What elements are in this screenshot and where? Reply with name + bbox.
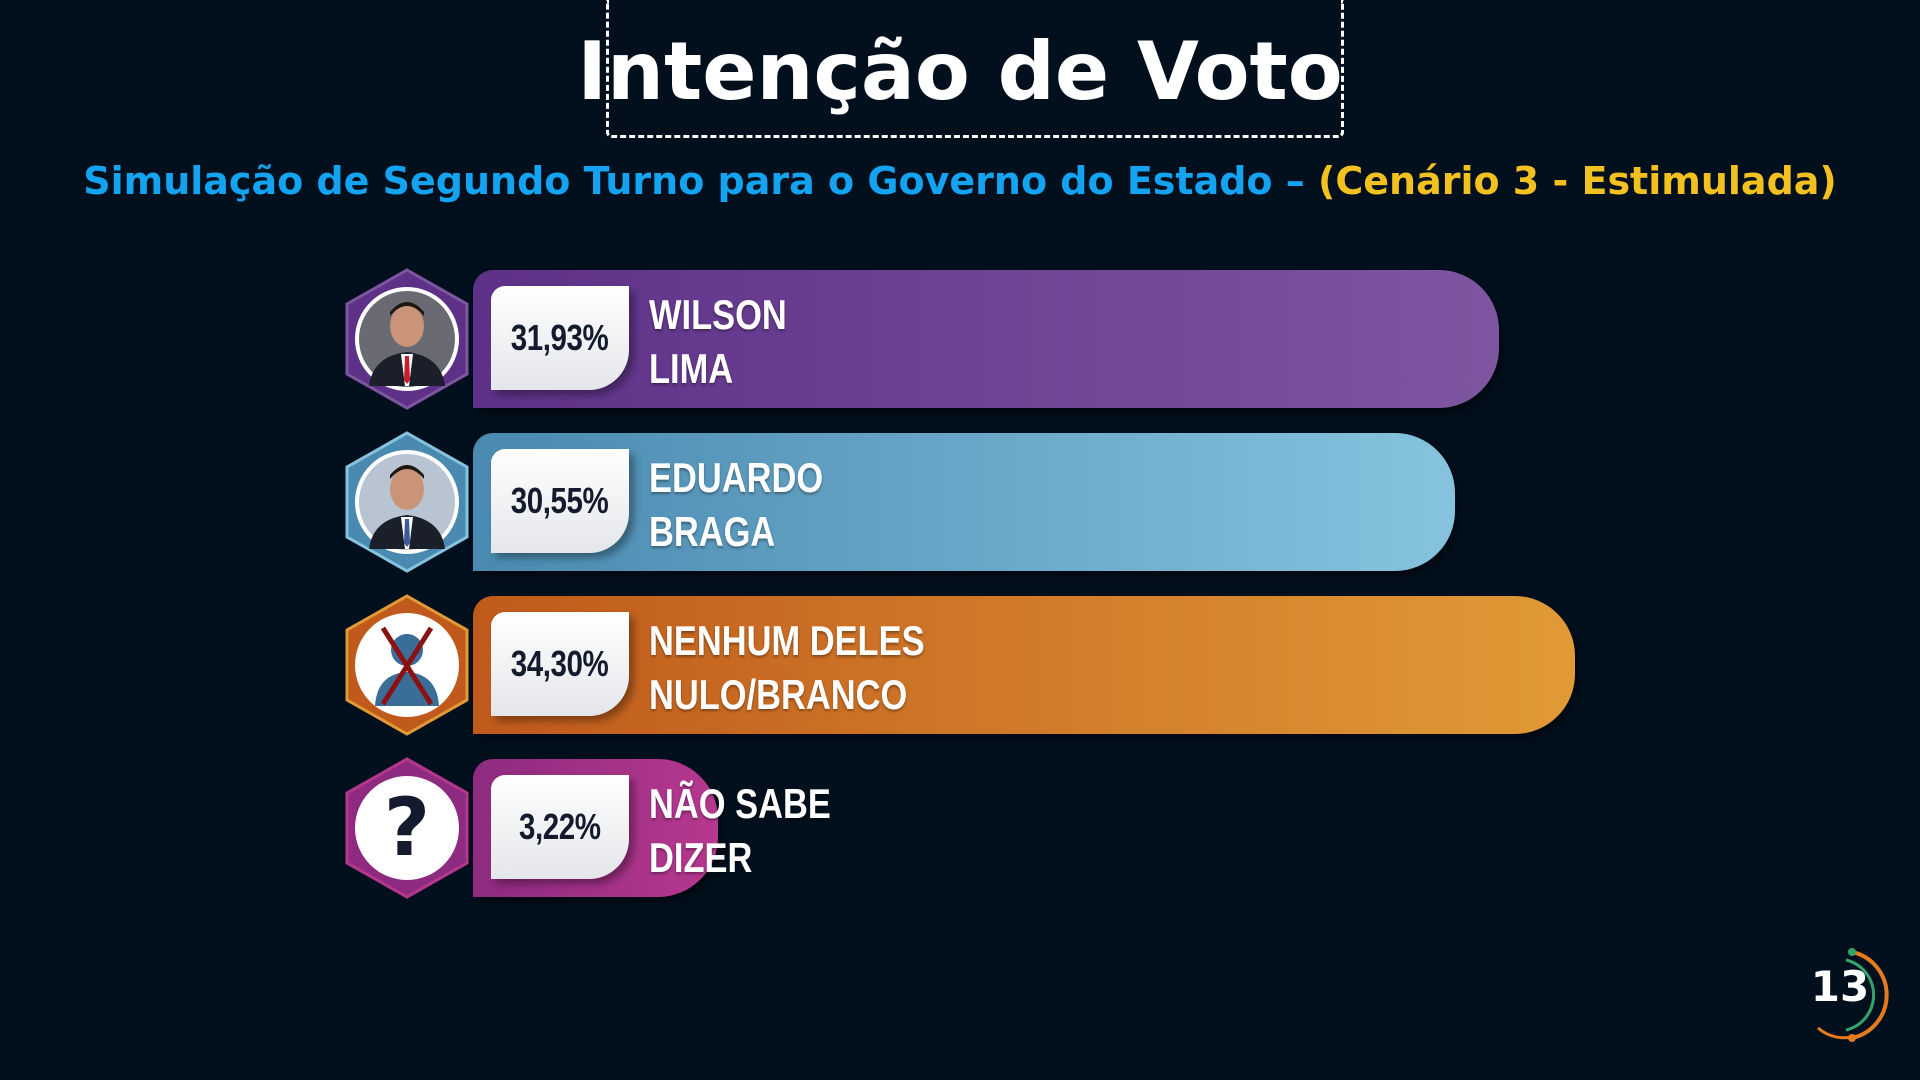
category-label: WILSON LIMA [649, 288, 787, 396]
title-frame [606, 0, 1344, 138]
data-label: 3,22% [519, 806, 601, 847]
category-label-line1: WILSON [649, 291, 787, 338]
bar-row: 31,93% WILSON LIMA [343, 268, 1643, 410]
crossed-person-icon [343, 594, 471, 736]
candidate-photo-icon [343, 268, 471, 410]
category-label: NENHUM DELES NULO/BRANCO [649, 614, 925, 722]
bar [473, 433, 1455, 571]
value-badge: 31,93% [491, 286, 629, 390]
category-label-line2: BRAGA [649, 508, 776, 555]
data-label: 34,30% [511, 643, 609, 684]
value-badge: 34,30% [491, 612, 629, 716]
value-badge: 3,22% [491, 775, 629, 879]
bar [473, 270, 1499, 408]
category-label: EDUARDO BRAGA [649, 451, 823, 559]
category-label-line1: NENHUM DELES [649, 617, 925, 664]
svg-text:?: ? [384, 781, 430, 874]
category-label: NÃO SABE DIZER [649, 777, 831, 885]
page-title: Intenção de Voto [577, 25, 1343, 118]
logo-badge: 13 [1800, 940, 1890, 1050]
candidate-photo-icon [343, 431, 471, 573]
value-badge: 30,55% [491, 449, 629, 553]
category-label-line2: LIMA [649, 345, 734, 392]
data-label: 30,55% [511, 480, 609, 521]
logo-number: 13 [1810, 962, 1870, 1011]
category-label-line1: NÃO SABE [649, 780, 831, 827]
subtitle-scenario: (Cenário 3 - Estimulada) [1317, 159, 1837, 203]
bar-row: 30,55% EDUARDO BRAGA [343, 431, 1643, 573]
category-label-line2: DIZER [649, 834, 753, 881]
circular-logo-icon [1817, 948, 1889, 1042]
data-label: 31,93% [511, 317, 609, 358]
question-mark-icon: ? [343, 757, 471, 899]
category-label-line2: NULO/BRANCO [649, 671, 908, 718]
bar [473, 596, 1575, 734]
page-subtitle: Simulação de Segundo Turno para o Govern… [0, 156, 1920, 206]
subtitle-main: Simulação de Segundo Turno para o Govern… [83, 159, 1318, 203]
bar-row: ? 3,22% NÃO SABE DIZER [343, 757, 1643, 899]
bar-row: 34,30% NENHUM DELES NULO/BRANCO [343, 594, 1643, 736]
category-label-line1: EDUARDO [649, 454, 824, 501]
